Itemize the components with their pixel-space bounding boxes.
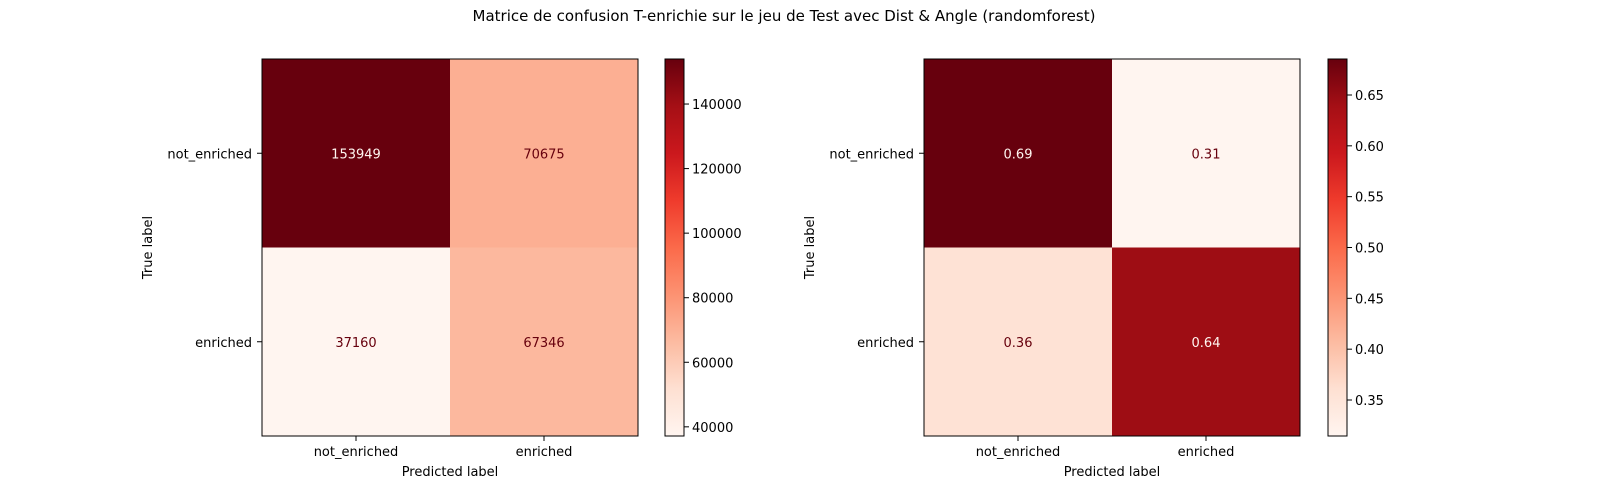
colorbar-tick-label: 60000 — [692, 356, 733, 371]
cell-value-label: 0.36 — [1004, 336, 1033, 351]
colorbar — [1328, 59, 1347, 436]
x-axis-label: Predicted label — [1064, 465, 1161, 480]
matrix-cell — [262, 59, 450, 248]
colorbar-frame — [664, 58, 685, 437]
axes-frame — [261, 58, 639, 437]
y-tick-label: not_enriched — [167, 147, 252, 162]
matrix-cell — [262, 247, 450, 436]
x-tick-label: not_enriched — [976, 445, 1061, 460]
x-tick-label: not_enriched — [314, 445, 399, 460]
y-tick-label: enriched — [857, 336, 914, 351]
y-axis-label: True label — [803, 216, 818, 280]
colorbar-tick-label: 0.45 — [1355, 292, 1384, 307]
colorbar-tick-label: 0.35 — [1355, 394, 1384, 409]
colorbar-tick-label: 0.55 — [1355, 191, 1384, 206]
y-tick-label: not_enriched — [829, 147, 914, 162]
confusion-matrix-panel-2: 0.69 0.31 0.36 0.64 not_enriched enriched not_… — [803, 58, 1384, 480]
matrix-cell — [450, 59, 638, 248]
cell-value-label: 0.64 — [1192, 336, 1221, 351]
x-axis-label: Predicted label — [402, 465, 499, 480]
cell-value-label: 67346 — [523, 336, 564, 351]
cell-value-label: 37160 — [335, 336, 376, 351]
matrix-cell — [1112, 247, 1300, 436]
cell-value-label: 70675 — [523, 147, 564, 162]
colorbar-tick-label: 120000 — [692, 163, 742, 178]
x-tick-label: enriched — [516, 445, 573, 460]
colorbar — [665, 59, 684, 436]
colorbar-tick-label: 80000 — [692, 292, 733, 307]
y-tick-label: enriched — [195, 336, 252, 351]
x-tick-label: enriched — [1178, 445, 1235, 460]
colorbar-tick-label: 40000 — [692, 421, 733, 436]
cell-value-label: 0.31 — [1192, 147, 1221, 162]
cell-value-label: 0.69 — [1004, 147, 1033, 162]
colorbar-tick-label: 140000 — [692, 98, 742, 113]
colorbar-tick-label: 100000 — [692, 227, 742, 242]
matrix-cell — [924, 59, 1112, 248]
matrix-cell — [450, 247, 638, 436]
y-axis-label: True label — [141, 216, 156, 280]
colorbar-tick-label: 0.60 — [1355, 140, 1384, 155]
figure-title: Matrice de confusion T-enrichie sur le j… — [473, 7, 1096, 25]
colorbar-tick-label: 0.50 — [1355, 242, 1384, 257]
axes-frame — [923, 58, 1301, 437]
matrix-cell — [924, 247, 1112, 436]
colorbar-tick-label: 0.65 — [1355, 89, 1384, 104]
matrix-cell — [1112, 59, 1300, 248]
cell-value-label: 153949 — [331, 147, 381, 162]
colorbar-tick-label: 0.40 — [1355, 343, 1384, 358]
